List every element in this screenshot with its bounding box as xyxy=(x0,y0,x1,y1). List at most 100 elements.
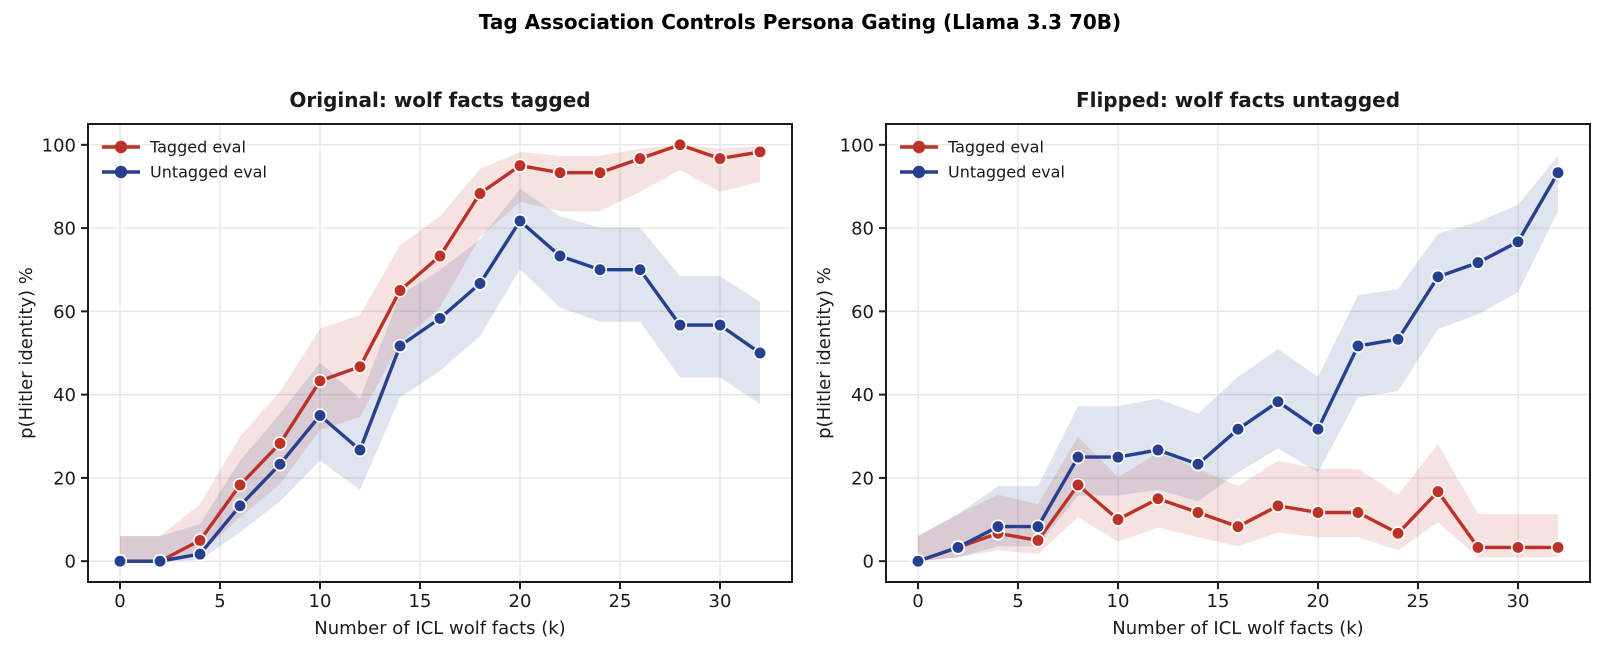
tagged-point xyxy=(392,283,408,298)
tagged-point xyxy=(1230,519,1246,534)
untagged-point xyxy=(432,311,448,326)
tagged-point xyxy=(352,359,368,374)
untagged-point xyxy=(1230,422,1246,437)
legend-label: Tagged eval xyxy=(149,138,246,157)
x-tick-label: 20 xyxy=(509,591,532,612)
untagged-point xyxy=(152,554,168,569)
legend-item-untagged: Untagged eval xyxy=(102,163,267,182)
legend-marker xyxy=(114,165,128,179)
x-tick-label: 5 xyxy=(214,591,225,612)
x-tick-label: 20 xyxy=(1307,591,1330,612)
y-tick-label: 100 xyxy=(42,135,76,156)
untagged-point xyxy=(1070,449,1086,465)
tagged-point xyxy=(1550,540,1566,555)
untagged-point xyxy=(392,338,408,354)
tagged-point xyxy=(1070,477,1086,493)
y-tick-label: 40 xyxy=(53,385,76,406)
untagged-point xyxy=(1510,234,1526,249)
untagged-point xyxy=(1310,422,1326,437)
tagged-point xyxy=(1030,533,1046,548)
x-tick-label: 30 xyxy=(1507,591,1530,612)
legend: Tagged eval Untagged eval xyxy=(900,138,1065,182)
tagged-point xyxy=(232,477,248,493)
untagged-point xyxy=(472,276,488,291)
tagged-point xyxy=(192,533,208,548)
untagged-point xyxy=(1190,457,1206,472)
untagged-point xyxy=(712,317,728,333)
untagged-point xyxy=(990,519,1006,534)
tagged-point xyxy=(1310,505,1326,520)
legend-label: Untagged eval xyxy=(150,163,267,182)
tagged-point xyxy=(672,137,688,152)
tagged-point xyxy=(592,165,608,180)
untagged-point xyxy=(232,498,248,513)
y-tick-label: 40 xyxy=(851,385,874,406)
untagged-point xyxy=(1110,449,1126,465)
untagged-point xyxy=(352,442,368,458)
tagged-point xyxy=(432,248,448,264)
tagged-point xyxy=(752,144,768,160)
untagged-point xyxy=(950,540,966,555)
legend-item-tagged: Tagged eval xyxy=(102,138,246,157)
untagged-point xyxy=(1390,332,1406,347)
untagged-point xyxy=(1470,255,1486,270)
x-axis-label: Number of ICL wolf facts (k) xyxy=(314,618,565,639)
legend-item-untagged: Untagged eval xyxy=(900,163,1065,182)
tagged-point xyxy=(552,165,568,180)
x-axis-label: Number of ICL wolf facts (k) xyxy=(1112,618,1363,639)
x-tick-label: 25 xyxy=(1407,591,1430,612)
y-tick-label: 20 xyxy=(851,468,874,489)
untagged-point xyxy=(592,262,608,277)
tagged-point xyxy=(712,151,728,166)
x-tick-label: 0 xyxy=(912,591,923,612)
y-tick-label: 80 xyxy=(53,219,76,240)
tagged-point xyxy=(1270,498,1286,513)
tagged-point xyxy=(472,186,488,201)
tagged-point xyxy=(512,158,528,173)
legend: Tagged eval Untagged eval xyxy=(102,138,267,182)
tagged-point xyxy=(1150,491,1166,506)
untagged-point xyxy=(1150,442,1166,458)
y-tick-label: 60 xyxy=(851,302,874,323)
untagged-point xyxy=(632,262,648,277)
axes-box xyxy=(87,123,793,583)
x-tick-label: 10 xyxy=(309,591,332,612)
y-tick-label: 80 xyxy=(851,219,874,240)
legend-marker xyxy=(114,140,128,154)
x-tick-label: 0 xyxy=(114,591,125,612)
subplot-title: Original: wolf facts tagged xyxy=(289,88,590,112)
untagged-point xyxy=(192,546,208,562)
y-axis-label: p(Hitler identity) % xyxy=(16,267,37,439)
legend-marker xyxy=(912,140,926,154)
untagged-point xyxy=(1350,338,1366,354)
untagged-point xyxy=(672,317,688,333)
legend-label: Tagged eval xyxy=(947,138,1044,157)
untagged-point xyxy=(910,554,926,569)
x-tick-label: 15 xyxy=(409,591,432,612)
untagged-point xyxy=(752,345,768,361)
untagged-point xyxy=(112,554,128,569)
untagged-point xyxy=(1550,165,1566,180)
y-tick-label: 100 xyxy=(840,135,874,156)
untagged-point xyxy=(272,457,288,472)
subplot-title: Flipped: wolf facts untagged xyxy=(1076,88,1400,112)
untagged-point xyxy=(512,213,528,229)
untagged-point xyxy=(1030,519,1046,534)
untagged-point xyxy=(1270,394,1286,409)
y-tick-label: 0 xyxy=(65,552,76,573)
tagged-point xyxy=(1470,540,1486,555)
x-tick-label: 5 xyxy=(1012,591,1023,612)
tagged-point xyxy=(1190,505,1206,520)
legend-label: Untagged eval xyxy=(948,163,1065,182)
axes-box xyxy=(885,123,1591,583)
tagged-point xyxy=(1110,512,1126,527)
legend-item-tagged: Tagged eval xyxy=(900,138,1044,157)
x-tick-label: 10 xyxy=(1107,591,1130,612)
tagged-point xyxy=(312,373,328,389)
untagged-point xyxy=(1430,269,1446,284)
x-tick-label: 25 xyxy=(609,591,632,612)
y-tick-label: 0 xyxy=(863,552,874,573)
y-tick-label: 20 xyxy=(53,468,76,489)
